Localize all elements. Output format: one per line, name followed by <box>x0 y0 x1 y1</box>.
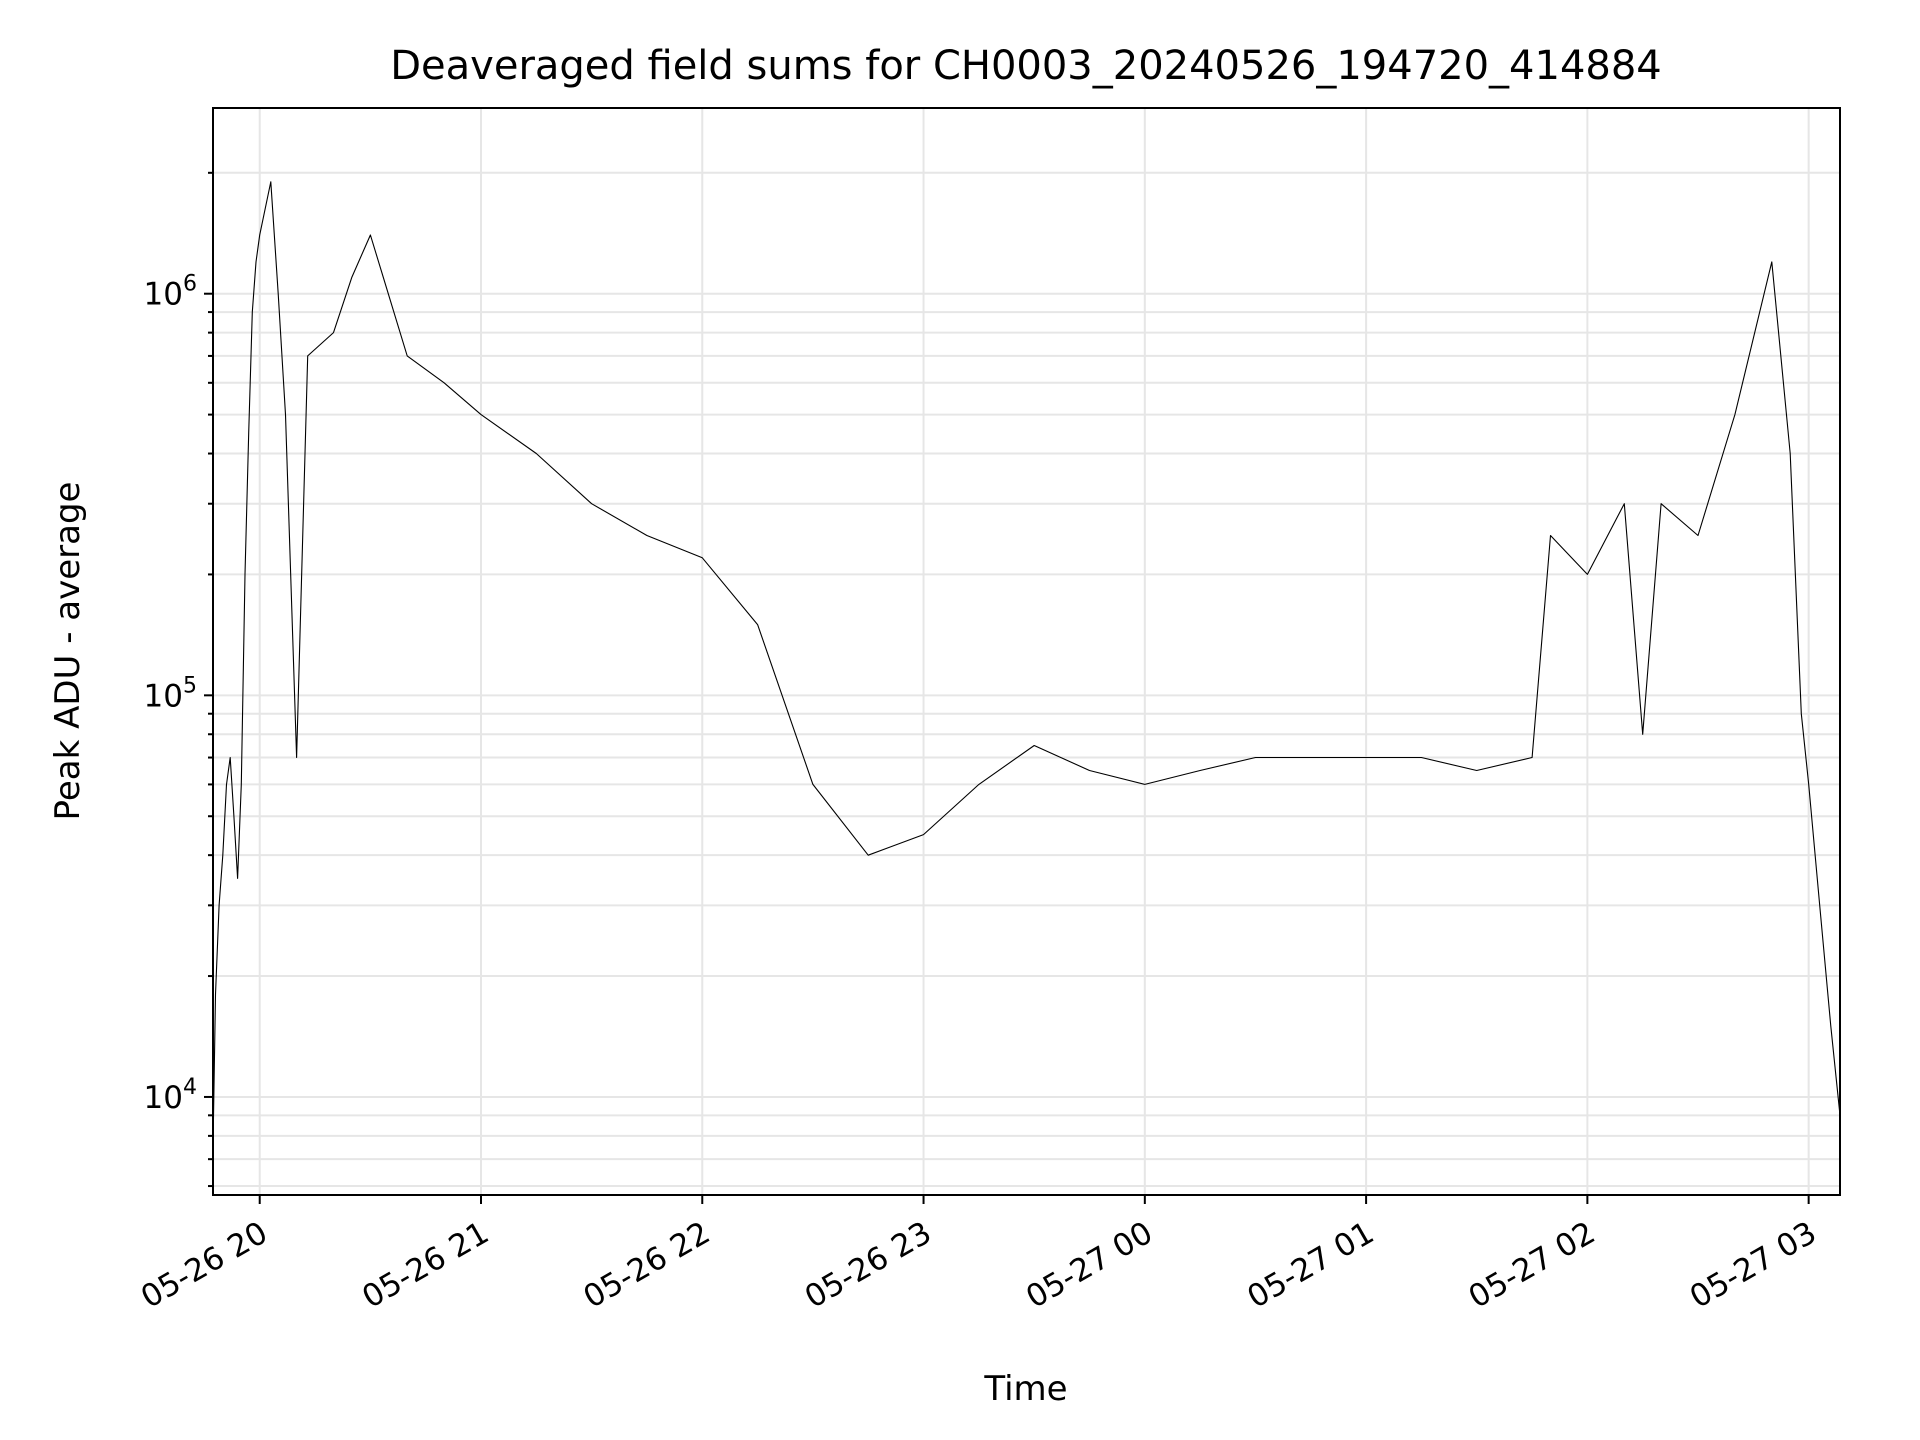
series-line <box>212 181 1841 1148</box>
chart-title: Deaveraged field sums for CH0003_2024052… <box>390 43 1662 89</box>
axes-frame <box>212 107 1841 1196</box>
grid-lines <box>213 108 1840 1195</box>
y-tick-label: 105 <box>144 673 197 714</box>
y-axis-label: Peak ADU - average <box>48 482 88 821</box>
series-group <box>212 181 1841 1148</box>
x-axis-label: Time <box>983 1369 1067 1409</box>
y-axis-ticks: 104 105 106 <box>144 171 213 1188</box>
y-tick-label: 106 <box>144 272 197 313</box>
y-tick-label: 104 <box>144 1075 197 1116</box>
